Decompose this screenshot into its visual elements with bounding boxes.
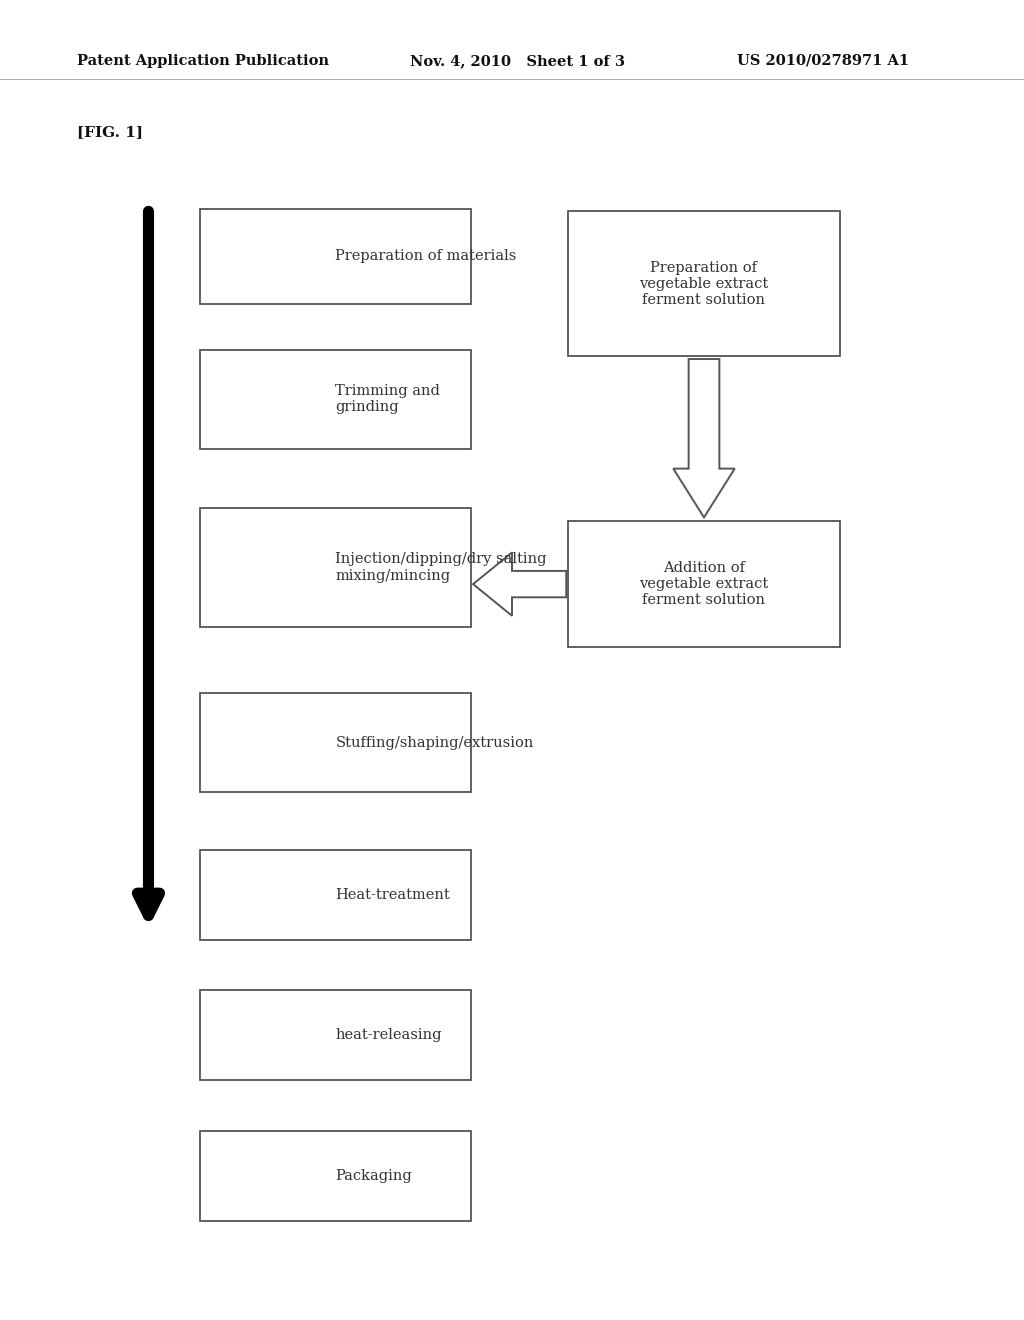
Polygon shape [674, 359, 735, 517]
Text: Preparation of materials: Preparation of materials [336, 249, 517, 263]
Text: Addition of
vegetable extract
ferment solution: Addition of vegetable extract ferment so… [639, 561, 769, 607]
Text: Stuffing/shaping/extrusion: Stuffing/shaping/extrusion [336, 735, 534, 750]
Bar [200, 508, 471, 627]
Bar [200, 693, 471, 792]
Text: Packaging: Packaging [336, 1170, 412, 1183]
Text: Heat-treatment: Heat-treatment [336, 888, 451, 902]
Bar [200, 990, 471, 1080]
Bar [568, 521, 840, 647]
Bar [568, 211, 840, 356]
Text: Patent Application Publication: Patent Application Publication [77, 54, 329, 67]
Text: US 2010/0278971 A1: US 2010/0278971 A1 [737, 54, 909, 67]
Polygon shape [473, 552, 566, 615]
Text: Injection/dipping/dry salting
mixing/mincing: Injection/dipping/dry salting mixing/min… [336, 553, 547, 582]
Bar [200, 850, 471, 940]
Text: [FIG. 1]: [FIG. 1] [77, 125, 142, 139]
Text: Nov. 4, 2010   Sheet 1 of 3: Nov. 4, 2010 Sheet 1 of 3 [410, 54, 625, 67]
Text: Preparation of
vegetable extract
ferment solution: Preparation of vegetable extract ferment… [639, 260, 769, 308]
Bar [200, 209, 471, 304]
Bar [200, 1131, 471, 1221]
Text: heat-releasing: heat-releasing [336, 1028, 442, 1041]
Bar [200, 350, 471, 449]
Text: Trimming and
grinding: Trimming and grinding [336, 384, 440, 414]
